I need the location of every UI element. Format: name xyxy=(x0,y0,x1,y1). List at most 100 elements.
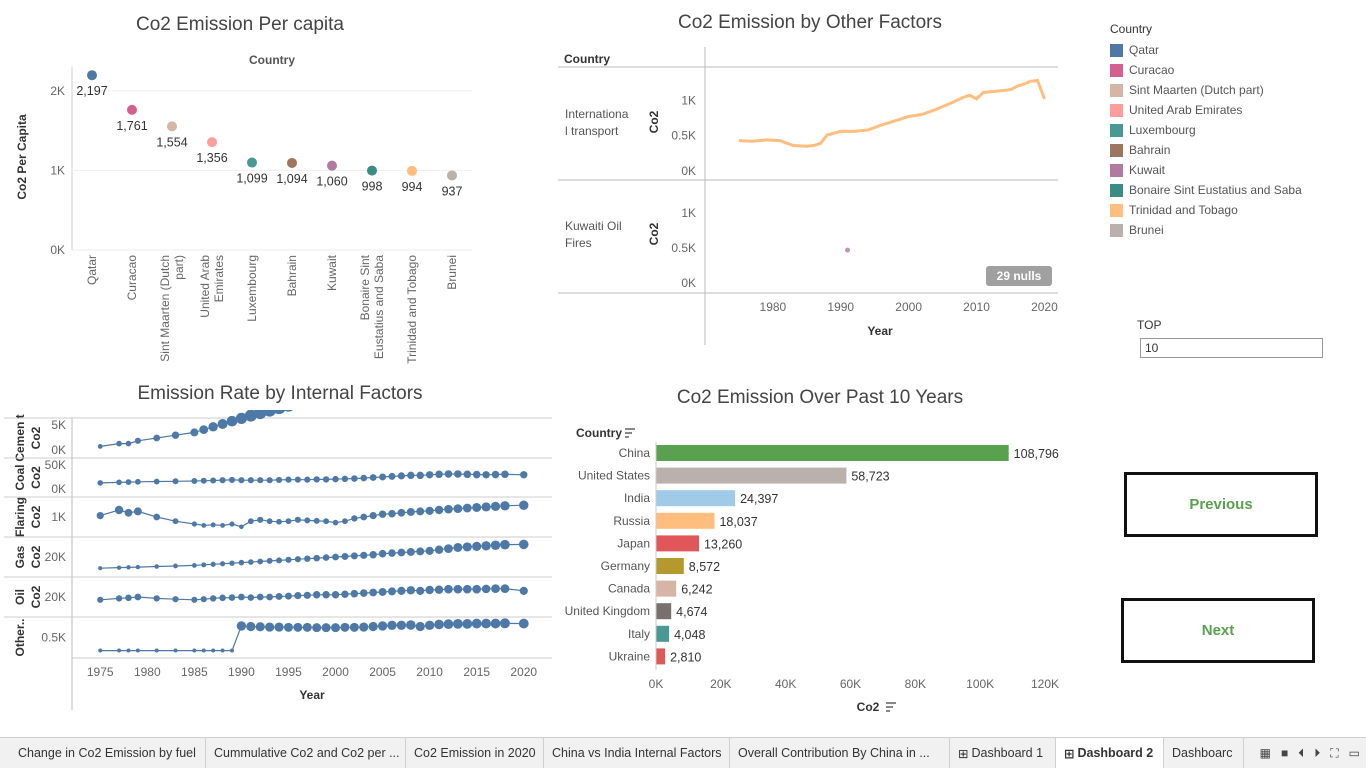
legend-item[interactable]: Qatar xyxy=(1110,40,1360,60)
internal-point[interactable] xyxy=(341,590,349,598)
per-capita-point[interactable] xyxy=(127,104,137,115)
legend-item[interactable]: Bonaire Sint Eustatius and Saba xyxy=(1110,180,1360,200)
internal-point[interactable] xyxy=(323,518,330,525)
internal-point[interactable] xyxy=(209,595,217,602)
internal-point[interactable] xyxy=(219,561,226,567)
internal-point[interactable] xyxy=(266,477,273,484)
bar[interactable] xyxy=(656,467,847,484)
internal-point[interactable] xyxy=(192,648,197,653)
nulls-badge[interactable] xyxy=(986,266,1052,286)
internal-point[interactable] xyxy=(349,622,359,632)
internal-point[interactable] xyxy=(453,504,463,513)
bar[interactable] xyxy=(656,558,684,574)
internal-point[interactable] xyxy=(407,471,415,480)
internal-point[interactable] xyxy=(406,620,416,630)
bar[interactable] xyxy=(656,603,672,620)
internal-point[interactable] xyxy=(351,515,358,522)
per-capita-point[interactable] xyxy=(167,121,177,132)
internal-point[interactable] xyxy=(173,648,178,653)
internal-point[interactable] xyxy=(272,410,286,415)
internal-point[interactable] xyxy=(226,415,238,427)
internal-point[interactable] xyxy=(369,474,377,481)
internal-point[interactable] xyxy=(472,470,481,479)
internal-point[interactable] xyxy=(220,523,225,528)
internal-point[interactable] xyxy=(471,618,482,629)
internal-point[interactable] xyxy=(397,586,406,595)
internal-point[interactable] xyxy=(236,621,247,631)
internal-point[interactable] xyxy=(217,419,228,429)
internal-point[interactable] xyxy=(302,622,312,632)
internal-point[interactable] xyxy=(481,584,491,594)
internal-point[interactable] xyxy=(332,553,339,561)
internal-point[interactable] xyxy=(359,622,369,632)
internal-point[interactable] xyxy=(210,561,216,567)
internal-point[interactable] xyxy=(294,556,301,563)
internal-point[interactable] xyxy=(313,591,321,599)
internal-point[interactable] xyxy=(490,501,501,511)
internal-point[interactable] xyxy=(284,592,292,600)
internal-point[interactable] xyxy=(313,517,320,524)
internal-point[interactable] xyxy=(360,513,368,521)
internal-point[interactable] xyxy=(199,425,209,434)
internal-point[interactable] xyxy=(443,619,454,630)
internal-point[interactable] xyxy=(518,618,529,629)
sheet-tab[interactable]: ⊞ Dashboard 1 xyxy=(950,738,1056,768)
internal-point[interactable] xyxy=(247,594,255,601)
internal-point[interactable] xyxy=(97,480,104,486)
internal-point[interactable] xyxy=(153,434,161,442)
internal-point[interactable] xyxy=(238,559,245,566)
internal-point[interactable] xyxy=(369,551,377,559)
internal-point[interactable] xyxy=(435,470,443,479)
internal-point[interactable] xyxy=(246,621,256,632)
internal-point[interactable] xyxy=(303,591,311,599)
internal-point[interactable] xyxy=(210,522,216,528)
internal-point[interactable] xyxy=(416,586,425,595)
internal-point[interactable] xyxy=(126,565,131,570)
internal-point[interactable] xyxy=(312,623,322,633)
internal-point[interactable] xyxy=(135,648,140,653)
international-transport-line[interactable] xyxy=(738,78,1046,148)
internal-point[interactable] xyxy=(425,471,434,479)
internal-point[interactable] xyxy=(134,593,142,601)
internal-point[interactable] xyxy=(172,596,179,603)
internal-point[interactable] xyxy=(153,513,161,521)
internal-point[interactable] xyxy=(125,479,132,485)
internal-point[interactable] xyxy=(359,589,368,597)
internal-point[interactable] xyxy=(116,440,122,447)
next-button[interactable]: Next xyxy=(1121,598,1315,663)
internal-point[interactable] xyxy=(406,547,415,556)
legend-item[interactable]: Luxembourg xyxy=(1110,120,1360,140)
internal-point[interactable] xyxy=(275,592,283,600)
internal-point[interactable] xyxy=(322,476,330,483)
internal-point[interactable] xyxy=(397,508,406,517)
internal-point[interactable] xyxy=(453,584,463,594)
internal-point[interactable] xyxy=(125,594,132,602)
internal-point[interactable] xyxy=(397,472,406,480)
internal-point[interactable] xyxy=(482,471,490,479)
per-capita-point[interactable] xyxy=(247,157,257,168)
next-sheet-icon[interactable]: ⏵ xyxy=(1314,745,1321,760)
internal-point[interactable] xyxy=(434,505,444,515)
internal-point[interactable] xyxy=(133,507,142,516)
internal-point[interactable] xyxy=(256,593,264,601)
internal-point[interactable] xyxy=(173,563,178,569)
internal-point[interactable] xyxy=(387,620,397,631)
internal-point[interactable] xyxy=(491,470,500,479)
per-capita-point[interactable] xyxy=(207,137,217,148)
internal-point[interactable] xyxy=(190,428,199,437)
internal-point[interactable] xyxy=(126,648,131,653)
internal-point[interactable] xyxy=(351,475,358,482)
internal-point[interactable] xyxy=(406,507,415,516)
internal-point[interactable] xyxy=(472,502,482,512)
internal-point[interactable] xyxy=(360,474,368,482)
internal-point[interactable] xyxy=(281,410,295,412)
internal-point[interactable] xyxy=(462,618,473,629)
internal-point[interactable] xyxy=(368,621,378,632)
legend-item[interactable]: Kuwait xyxy=(1110,160,1360,180)
bar[interactable] xyxy=(656,535,699,552)
internal-point[interactable] xyxy=(293,622,303,632)
internal-point[interactable] xyxy=(229,560,235,566)
bar[interactable] xyxy=(656,512,715,529)
internal-point[interactable] xyxy=(201,648,206,653)
internal-point[interactable] xyxy=(425,585,434,595)
